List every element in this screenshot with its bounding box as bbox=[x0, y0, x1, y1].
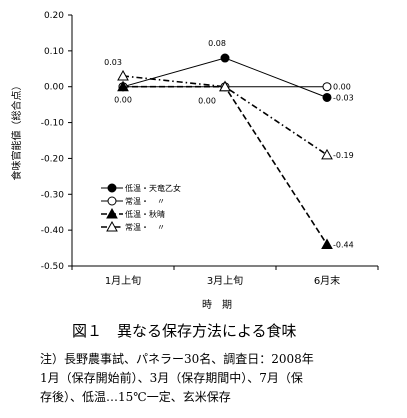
x-tick-label: 1月上旬 bbox=[105, 274, 141, 287]
note-line: 1月（保存開始前）、3月（保存期間中）、7月（保 bbox=[40, 371, 303, 385]
y-tick-label: -0.10 bbox=[41, 119, 65, 129]
legend-label: 低温・天竜乙女 bbox=[125, 183, 181, 193]
x-tick-label: 6月末 bbox=[314, 274, 340, 287]
legend-swatch-marker bbox=[107, 196, 117, 206]
data-point-marker bbox=[219, 80, 231, 92]
line-chart: 0.20 0.10 0.00 -0.10 -0.20 -0.30 -0.40 -0.50 1月上… bbox=[10, 11, 379, 311]
y-tick-label: -0.40 bbox=[41, 226, 65, 236]
data-label: 0.08 bbox=[208, 39, 226, 48]
legend-swatch-marker bbox=[106, 207, 118, 219]
data-point-marker bbox=[117, 69, 129, 81]
x-axis-title: 時 期 bbox=[202, 299, 232, 311]
chart-axes: 0.20 0.10 0.00 -0.10 -0.20 -0.30 -0.40 -0.50 1月上… bbox=[10, 11, 379, 311]
legend-label: 常温・ 〃 bbox=[125, 223, 165, 232]
data-point-marker bbox=[322, 92, 332, 102]
data-point-marker bbox=[321, 148, 333, 160]
figure-caption: 図１ 異なる保存方法による食味 bbox=[72, 322, 297, 340]
y-tick-label: 0.00 bbox=[44, 83, 64, 93]
series-line bbox=[123, 85, 328, 245]
series-markers bbox=[117, 53, 333, 249]
data-label: 0.00 bbox=[114, 96, 132, 105]
y-axis-title: 食味官能値（総合点） bbox=[10, 81, 23, 181]
data-label: -0.03 bbox=[333, 93, 354, 102]
data-label: 0.03 bbox=[104, 58, 122, 67]
note-line: 注）長野農事試、パネラー30名、調査日：2008年 bbox=[40, 352, 314, 366]
data-labels: 0.000.08-0.030.000.00-0.440.03-0.19 bbox=[104, 39, 354, 249]
legend-swatch-marker bbox=[106, 220, 118, 232]
legend-label: 低温・秋晴 bbox=[125, 209, 165, 219]
y-tick-label: -0.50 bbox=[41, 262, 65, 272]
data-point-marker bbox=[321, 238, 333, 249]
data-point-marker bbox=[322, 82, 332, 92]
legend-swatch-marker bbox=[107, 183, 117, 193]
figure-note: 注）長野農事試、パネラー30名、調査日：2008年 1月（保存開始前）、3月（保… bbox=[40, 350, 370, 407]
data-label: -0.44 bbox=[333, 240, 354, 249]
x-tick-label: 3月上旬 bbox=[207, 274, 243, 287]
legend-label: 常温・ 〃 bbox=[125, 197, 165, 206]
data-label: 0.00 bbox=[333, 83, 351, 92]
note-line: 存後）、低温…15℃一定、玄米保存 bbox=[40, 390, 231, 404]
data-point-marker bbox=[117, 80, 129, 92]
y-tick-label: 0.10 bbox=[44, 47, 64, 57]
y-tick-label: 0.20 bbox=[44, 11, 64, 21]
data-point-marker bbox=[220, 53, 230, 63]
series-line bbox=[122, 57, 328, 98]
y-tick-label: -0.30 bbox=[41, 190, 65, 200]
data-label: 0.00 bbox=[198, 97, 216, 106]
y-tick-label: -0.20 bbox=[41, 154, 65, 164]
data-label: -0.19 bbox=[333, 151, 354, 160]
